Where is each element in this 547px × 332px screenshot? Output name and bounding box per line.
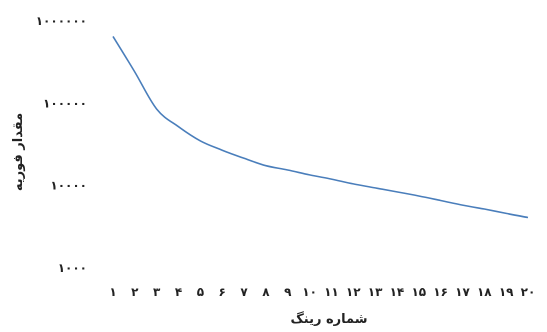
x-tick-label: ۱۳	[368, 285, 383, 299]
x-tick-label: ۱۹	[499, 285, 514, 299]
y-axis-title: مقدار فوریه	[11, 113, 26, 191]
x-tick-label: ۱۴	[390, 285, 405, 299]
x-axis-title: شماره رینگ	[290, 311, 367, 327]
series-layer	[112, 35, 529, 219]
y-tick-labels: ۱۰۰۰ ۱۰۰۰۰ ۱۰۰۰۰۰ ۱۰۰۰۰۰۰	[36, 14, 87, 275]
x-tick-label: ۵	[197, 285, 204, 299]
y-tick-label: ۱۰۰۰۰	[50, 179, 87, 193]
x-tick-label: ۱۷	[455, 285, 470, 299]
x-tick-label: ۱۶	[433, 285, 448, 299]
x-tick-label: ۷	[240, 285, 248, 299]
y-tick-label: ۱۰۰۰۰۰	[43, 96, 87, 110]
y-tick-label: ۱۰۰۰	[58, 261, 87, 275]
x-tick-label: ۲	[131, 285, 139, 299]
x-tick-label: ۸	[262, 285, 270, 299]
x-tick-label: ۱۰	[302, 285, 317, 299]
series-line	[112, 35, 529, 219]
x-tick-labels: ۱ ۲ ۳ ۴ ۵ ۶ ۷ ۸ ۹ ۱۰ ۱۱ ۱۲ ۱۳ ۱۴ ۱۵ ۱۶ ۱۷ ۱۸ ۱۹ ۲۰	[109, 285, 535, 299]
x-tick-label: ۴	[175, 285, 182, 299]
x-tick-label: ۱۲	[346, 285, 361, 299]
x-tick-label: ۹	[284, 285, 292, 299]
x-tick-label: ۱۱	[324, 285, 339, 299]
x-tick-label: ۳	[153, 285, 161, 299]
x-tick-label: ۱	[109, 285, 116, 299]
x-tick-label: ۶	[219, 285, 226, 299]
x-tick-label: ۱۵	[411, 285, 426, 299]
x-tick-label: ۲۰	[521, 285, 536, 299]
x-tick-label: ۱۸	[477, 285, 492, 299]
y-tick-label: ۱۰۰۰۰۰۰	[36, 14, 87, 28]
